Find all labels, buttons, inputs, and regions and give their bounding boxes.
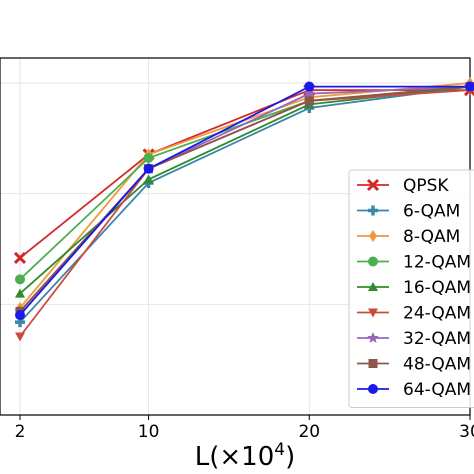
data-point [368,308,378,318]
legend-label: 6-QAM [403,202,460,222]
data-point [15,274,25,285]
legend-label: 12-QAM [403,253,471,273]
legend-label: 24-QAM [403,304,471,324]
series-layer [13,76,474,342]
data-point [367,332,379,343]
series-line [19,85,470,316]
legend: QPSK 6-QAM 8-QAM 12-QAM 16-QAM 24-QAM 32-QAM 48… [348,169,474,408]
legend-box [348,169,474,408]
data-point [304,81,315,92]
data-point [13,251,27,264]
data-point [369,230,377,242]
data-point [304,96,314,106]
x-tick-label: 20 [298,422,320,442]
legend-entry: 12-QAM [357,253,471,273]
data-point [15,332,25,342]
data-point [15,288,25,298]
legend-label: 64-QAM [403,380,471,400]
legend-label: 16-QAM [403,278,471,298]
data-point [143,174,154,184]
data-point [368,282,378,291]
data-point [368,256,378,267]
data-point [15,310,25,321]
x-tick-label: 2 [15,422,26,442]
x-tick-label: 30 [459,422,474,442]
data-point [366,178,380,192]
x-axis-ticks: 2 10 20 30 [15,415,474,442]
data-point [368,384,378,394]
data-point [303,87,315,99]
legend-entry: 48-QAM [357,355,471,375]
data-point [368,205,378,216]
data-point [465,81,474,92]
legend-entry: 6-QAM [357,202,460,222]
legend-entry: QPSK [357,176,449,196]
x-axis-label: L(×104) [195,440,295,472]
legend-entry: 24-QAM [357,304,471,324]
legend-entry: 64-QAM [357,380,471,400]
data-point [368,359,378,368]
data-point [143,163,154,174]
data-point [143,152,154,163]
x-tick-label: 10 [138,422,160,442]
series-line [19,85,471,313]
legend-label: 8-QAM [403,227,460,247]
legend-label: 32-QAM [403,329,471,349]
legend-entry: 16-QAM [357,278,471,298]
legend-entry: 8-QAM [357,227,460,247]
legend-entry: 32-QAM [357,329,471,349]
series-8 [15,81,474,321]
legend-label: QPSK [403,176,449,196]
legend-label: 48-QAM [403,355,471,375]
